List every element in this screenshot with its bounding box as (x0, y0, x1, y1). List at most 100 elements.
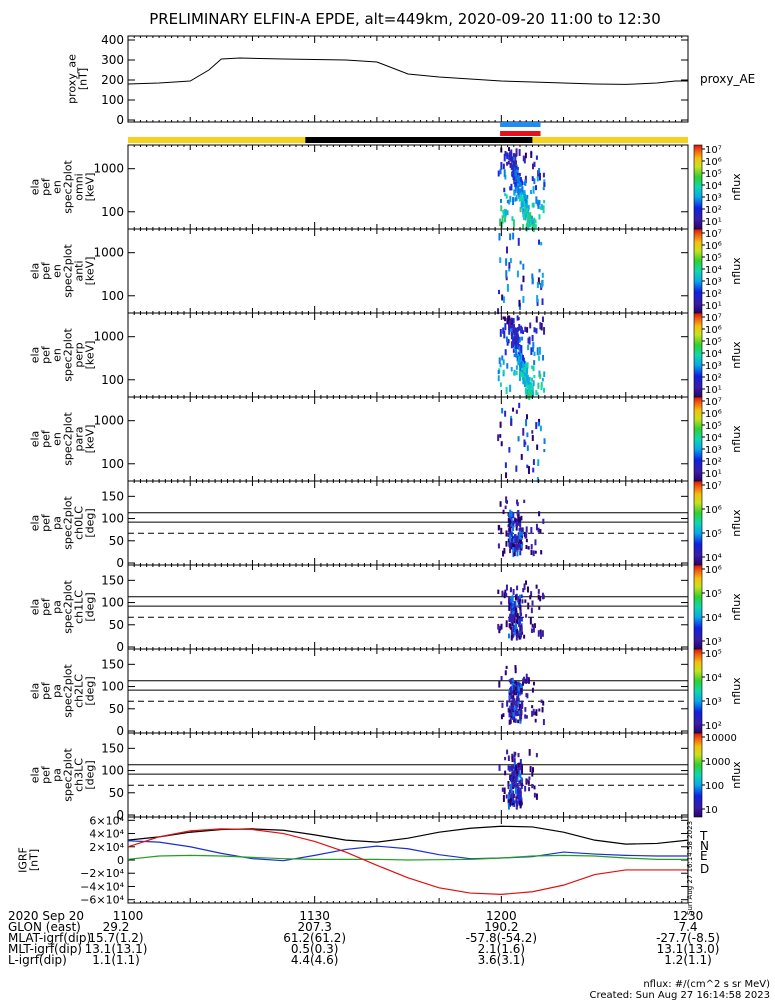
ylabel-line: [keV] (84, 341, 97, 370)
heatmap-cell (505, 276, 508, 281)
ylabel-line: [keV] (84, 257, 97, 286)
heatmap-cell (524, 372, 527, 377)
heatmap-cell (539, 529, 542, 534)
heatmap-cell (531, 176, 534, 182)
heatmap-cell (507, 517, 510, 523)
heatmap-cell (516, 688, 519, 694)
heatmap-cell (514, 594, 517, 601)
heatmap-cell (535, 709, 538, 716)
heatmap-cell (522, 588, 525, 593)
heatmap-cell (515, 635, 518, 641)
colorbar-tick-label: 10³ (705, 697, 722, 708)
spectrogram-panel-8: 0 50 100 150 (101, 732, 689, 822)
heatmap-cell (542, 205, 545, 214)
heatmap-cell (516, 332, 519, 339)
y-tick-label: 50 (109, 534, 124, 548)
heatmap-cell (532, 222, 535, 227)
heatmap-cell (525, 414, 528, 420)
heatmap-cell (508, 315, 511, 321)
heatmap-cell (508, 542, 511, 549)
y-tick-label: 0 (116, 113, 124, 127)
heatmap-cell (531, 278, 534, 284)
heatmap-cell (519, 789, 522, 794)
heatmap-cell (501, 294, 504, 301)
heatmap-cell (531, 705, 534, 709)
heatmap-cell (519, 717, 522, 724)
ylabel-line: pef (40, 429, 53, 448)
heatmap-cell (538, 172, 541, 181)
heatmap-cell (517, 436, 520, 442)
heatmap-cell (517, 317, 520, 321)
heatmap-cell (516, 342, 519, 347)
heatmap-cells (497, 232, 544, 315)
proxy-ae-legend: proxy_AE (700, 72, 755, 86)
heatmap-cell (520, 688, 523, 693)
heatmap-cell (508, 267, 511, 272)
heatmap-cell (497, 543, 500, 549)
heatmap-cell (523, 195, 526, 201)
y-tick-label: 0 (116, 808, 124, 822)
colorbar-tick-label: 10³ (705, 361, 722, 372)
heatmap-cell (509, 587, 512, 592)
heatmap-cell (519, 367, 522, 372)
heatmap-cell (529, 766, 532, 773)
heatmap-cell (525, 368, 528, 375)
heatmap-cell (528, 749, 531, 756)
heatmap-cell (511, 768, 514, 776)
heatmap-cell (506, 199, 509, 204)
heatmap-cell (539, 595, 542, 602)
heatmap-cell (521, 372, 524, 377)
footer-value: 7.4 (678, 920, 697, 934)
ylabel-line: [deg] (84, 592, 97, 621)
heatmap-cell (533, 623, 536, 629)
heatmap-cell (522, 330, 525, 335)
ylabel-line: [keV] (84, 425, 97, 454)
heatmap-cell (511, 621, 514, 626)
heatmap-cell (534, 550, 537, 554)
science-zone-marker (500, 131, 541, 136)
y-tick-label: 150 (101, 573, 124, 587)
heatmap-cell (507, 755, 510, 761)
heatmap-cell (512, 197, 515, 206)
heatmap-cell (517, 753, 520, 758)
heatmap-cell (507, 633, 510, 639)
heatmap-cell (504, 150, 507, 157)
ylabel-line: spec2plot (62, 748, 75, 802)
heatmap-cell (516, 536, 519, 543)
heatmap-cell (505, 794, 508, 799)
heatmap-cell (517, 632, 520, 638)
heatmap-cell (516, 800, 519, 804)
heatmap-cell (519, 625, 522, 632)
heatmap-cell (514, 686, 517, 691)
colorbar-tick-label: 10¹ (705, 469, 722, 480)
heatmap-cell (513, 801, 516, 807)
igrf-line-E (127, 854, 688, 861)
sun-bar-segment (532, 137, 688, 143)
colorbar-label-text: nflux (730, 257, 743, 285)
heatmap-cell (499, 421, 502, 428)
heatmap-cell (521, 186, 524, 191)
panel-xticks (127, 229, 689, 313)
colorbar-tick-label: 10⁴ (705, 265, 722, 276)
heatmap-cell (541, 707, 544, 713)
heatmap-cell (514, 185, 517, 194)
heatmap-cell (524, 152, 527, 159)
heatmap-cell (513, 617, 516, 624)
heatmap-cells (498, 665, 545, 726)
heatmap-cell (506, 246, 509, 254)
colorbar-tick-label: 10⁴ (705, 181, 722, 192)
ylabel-line: ch3LC (73, 758, 86, 792)
heatmap-cell (515, 336, 518, 344)
time-tick-label: 1130 (299, 909, 330, 923)
heatmap-cell (530, 527, 533, 534)
heatmap-cell (497, 308, 500, 315)
heatmap-cell (516, 789, 519, 796)
heatmap-cell (507, 524, 510, 528)
heatmap-cell (522, 275, 525, 283)
y-tick-label: 100 (101, 512, 124, 526)
heatmap-cell (530, 377, 533, 382)
heatmap-cell (524, 326, 527, 332)
heatmap-cell (523, 364, 526, 370)
heatmap-cell (519, 605, 522, 611)
